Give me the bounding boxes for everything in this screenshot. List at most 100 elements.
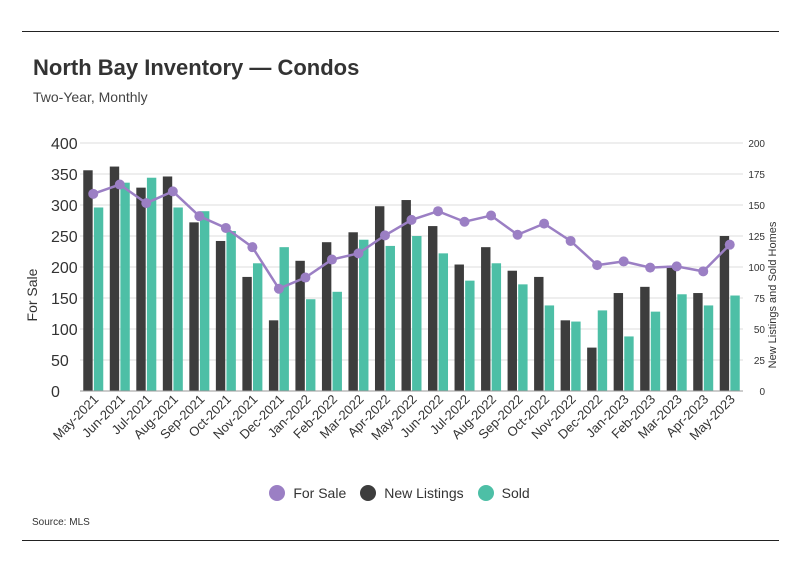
bar-new-listings	[693, 293, 703, 391]
bar-sold	[491, 263, 502, 391]
bar-new-listings	[534, 276, 544, 391]
point-for-sale	[592, 260, 603, 271]
point-for-sale	[167, 186, 178, 197]
bar-sold	[332, 291, 342, 391]
point-for-sale	[645, 262, 656, 273]
point-for-sale	[618, 256, 629, 267]
point-for-sale	[141, 198, 152, 209]
bar-sold	[544, 305, 555, 391]
bar-sold	[730, 295, 740, 391]
bar-new-listings	[215, 240, 226, 391]
point-for-sale	[406, 214, 417, 225]
left-tick-label: 100	[51, 322, 78, 339]
bottom-rule	[22, 540, 779, 541]
bar-sold	[385, 245, 395, 391]
left-tick-label: 250	[51, 229, 78, 246]
left-tick-label: 50	[51, 353, 69, 370]
point-for-sale	[88, 188, 99, 199]
bar-new-listings	[83, 170, 93, 391]
bar-sold	[146, 177, 157, 391]
bar-new-listings	[428, 226, 438, 391]
bar-sold	[93, 207, 104, 391]
bar-sold	[518, 284, 528, 391]
bar-new-listings	[719, 236, 730, 391]
right-tick-label: 200	[748, 139, 765, 150]
bar-sold	[412, 236, 422, 391]
legend: For Sale New Listings Sold	[0, 485, 799, 501]
point-for-sale	[300, 272, 311, 283]
point-for-sale	[353, 248, 364, 259]
bar-new-listings	[507, 270, 517, 391]
legend-label-new-listings: New Listings	[384, 485, 464, 501]
legend-swatch-new-listings	[360, 485, 377, 501]
bar-new-listings	[374, 206, 385, 391]
left-tick-label: 0	[51, 384, 60, 401]
bar-new-listings	[321, 242, 332, 391]
point-for-sale	[698, 266, 709, 277]
bar-new-listings	[613, 293, 624, 391]
point-for-sale	[220, 222, 231, 233]
point-for-sale	[671, 261, 682, 272]
right-tick-label: 75	[754, 294, 766, 305]
legend-label-for-sale: For Sale	[293, 485, 347, 501]
point-for-sale	[539, 218, 550, 229]
bar-sold	[465, 280, 475, 391]
bar-new-listings	[401, 200, 411, 391]
point-for-sale	[273, 283, 284, 294]
bar-new-listings	[109, 166, 120, 391]
source-note: Source: MLS	[32, 517, 90, 528]
right-tick-label: 0	[759, 387, 765, 398]
bar-sold	[252, 263, 263, 391]
point-for-sale	[724, 239, 735, 250]
top-rule	[22, 31, 779, 32]
right-tick-label: 100	[748, 263, 765, 274]
bar-sold	[359, 239, 369, 391]
bar-new-listings	[162, 176, 173, 391]
left-tick-label: 200	[51, 260, 78, 277]
point-for-sale	[114, 179, 125, 190]
point-for-sale	[565, 235, 576, 246]
y-axis-title: For Sale	[24, 268, 40, 321]
bar-new-listings	[640, 286, 650, 391]
bar-sold	[677, 294, 687, 391]
y2-axis-title: New Listings and Sold Homes	[767, 221, 779, 368]
bar-sold	[173, 207, 183, 391]
right-tick-label: 150	[748, 201, 765, 212]
legend-swatch-for-sale	[269, 485, 286, 501]
chart-subtitle: Two-Year, Monthly	[33, 89, 148, 105]
legend-item-sold: Sold	[477, 485, 530, 501]
point-for-sale	[433, 206, 444, 217]
bar-new-listings	[560, 320, 571, 391]
chart-title: North Bay Inventory — Condos	[33, 55, 360, 80]
point-for-sale	[379, 230, 390, 241]
left-tick-label: 300	[51, 198, 78, 215]
bar-new-listings	[268, 320, 279, 391]
bar-new-listings	[136, 187, 146, 391]
point-for-sale	[326, 254, 337, 265]
right-tick-label: 25	[754, 356, 766, 367]
bar-new-listings	[295, 260, 305, 391]
bar-sold	[650, 311, 661, 391]
right-tick-label: 175	[748, 170, 765, 181]
point-for-sale	[486, 210, 497, 221]
bar-new-listings	[348, 232, 358, 391]
point-for-sale	[459, 216, 470, 227]
bar-new-listings	[481, 247, 491, 391]
bar-sold	[438, 253, 449, 391]
legend-label-sold: Sold	[501, 485, 530, 501]
bar-sold	[199, 211, 210, 391]
bar-new-listings	[454, 264, 464, 391]
legend-item-for-sale: For Sale	[269, 485, 346, 501]
left-tick-label: 400	[51, 136, 78, 153]
bar-sold	[226, 231, 236, 391]
point-for-sale	[512, 229, 523, 240]
line-for-sale	[92, 183, 731, 291]
legend-item-new-listings: New Listings	[360, 485, 464, 501]
right-tick-label: 50	[754, 325, 766, 336]
point-for-sale	[247, 242, 258, 253]
bar-sold	[120, 182, 130, 391]
left-tick-label: 150	[51, 291, 78, 308]
bar-new-listings	[189, 222, 199, 391]
bar-sold	[703, 305, 714, 391]
right-tick-label: 125	[748, 232, 765, 243]
